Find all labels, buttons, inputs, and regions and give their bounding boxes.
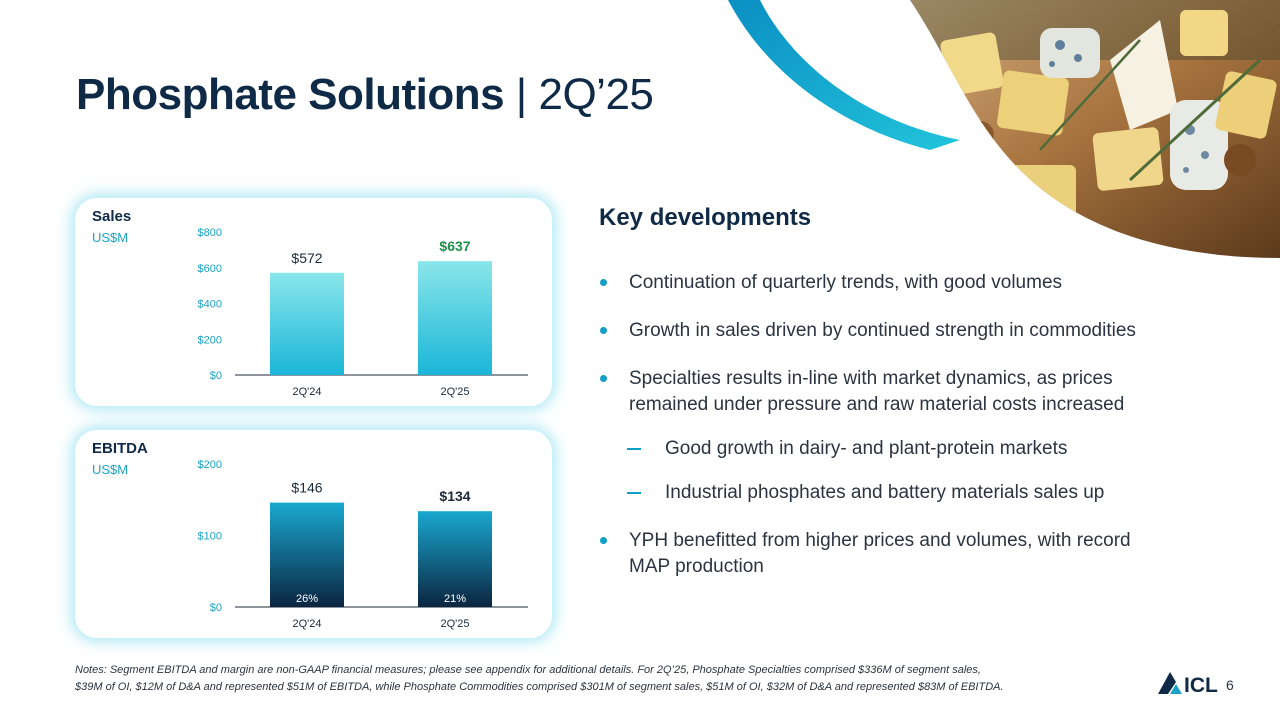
bullet-text-line: MAP production <box>629 556 764 577</box>
key-developments-list: Continuation of quarterly trends, with g… <box>599 270 1239 580</box>
page-title-period: 2Q’25 <box>538 70 654 119</box>
data-label: $146 <box>291 480 322 496</box>
footnotes: Notes: Segment EBITDA and margin are non… <box>75 662 1145 696</box>
dash-icon <box>627 492 641 494</box>
icl-logo-text: ICL <box>1184 674 1218 697</box>
x-tick-label: 2Q'24 <box>292 618 321 630</box>
sales-chart-card: Sales US$M $0 $200 $400 $600 $800 $572 2Q'24 $6… <box>75 198 552 406</box>
key-developments-heading: Key developments <box>599 204 812 231</box>
dash-icon <box>627 448 641 450</box>
bullet-text-line: remained under pressure and raw material… <box>629 394 1125 415</box>
margin-label: 26% <box>296 593 318 605</box>
y-tick-label: $400 <box>198 299 222 311</box>
bar <box>270 272 344 375</box>
sales-bar-chart: $0 $200 $400 $600 $800 $572 2Q'24 $637 2Q'25 <box>198 227 528 398</box>
y-tick-label: $200 <box>198 459 222 471</box>
bar <box>270 502 344 607</box>
data-label: $572 <box>291 250 322 266</box>
bullet-dot-icon <box>600 327 607 334</box>
y-tick-label: $0 <box>210 602 222 614</box>
margin-label: 21% <box>444 593 466 605</box>
sales-card-title: Sales <box>92 208 132 225</box>
bullet-item: YPH benefitted from higher prices and vo… <box>599 528 1239 580</box>
ebitda-card-unit: US$M <box>92 462 129 477</box>
bar <box>418 511 492 607</box>
bullet-text: Continuation of quarterly trends, with g… <box>629 272 1063 293</box>
cheese-board-photo <box>728 0 1280 258</box>
page-title-separator: | <box>504 70 539 119</box>
y-tick-label: $200 <box>198 334 222 346</box>
page-title-bold: Phosphate Solutions <box>76 70 505 119</box>
sub-bullet-text: Industrial phosphates and battery materi… <box>665 482 1105 503</box>
sub-bullet-item: Good growth in dairy- and plant-protein … <box>599 436 1239 462</box>
bullet-item: Growth in sales driven by continued stre… <box>599 318 1239 344</box>
sub-bullet-text: Good growth in dairy- and plant-protein … <box>665 438 1068 459</box>
x-tick-label: 2Q'25 <box>440 386 469 398</box>
page-title: Phosphate Solutions | 2Q’25 <box>76 70 654 120</box>
bullet-text: Growth in sales driven by continued stre… <box>629 320 1136 341</box>
bullet-dot-icon <box>600 537 607 544</box>
footnote-line: Notes: Segment EBITDA and margin are non… <box>75 664 981 676</box>
icl-logo: ICL <box>1158 672 1218 697</box>
bullet-text-line: Specialties results in-line with market … <box>629 368 1113 389</box>
y-tick-label: $0 <box>210 370 222 382</box>
y-tick-label: $100 <box>198 531 222 543</box>
sub-bullet-item: Industrial phosphates and battery materi… <box>599 480 1239 506</box>
y-tick-label: $800 <box>198 227 222 239</box>
sales-card-unit: US$M <box>92 230 129 245</box>
footnote-line: $39M of OI, $12M of D&A and represented … <box>75 681 1004 693</box>
x-tick-label: 2Q'24 <box>292 386 321 398</box>
ebitda-bar-chart: $0 $100 $200 $146 26% 2Q'24 $134 21% 2Q'25 <box>198 459 528 630</box>
data-label: $134 <box>439 488 470 504</box>
bullet-dot-icon <box>600 279 607 286</box>
data-label: $637 <box>439 238 470 254</box>
bullet-item: Continuation of quarterly trends, with g… <box>599 270 1239 296</box>
ebitda-chart-card: EBITDA US$M $0 $100 $200 $146 26% 2Q'24 $134 21… <box>75 430 552 638</box>
bullet-dot-icon <box>600 375 607 382</box>
page-number: 6 <box>1226 677 1234 693</box>
bar <box>418 261 492 375</box>
bullet-text-line: YPH benefitted from higher prices and vo… <box>629 530 1131 551</box>
x-tick-label: 2Q'25 <box>440 618 469 630</box>
y-tick-label: $600 <box>198 263 222 275</box>
ebitda-card-title: EBITDA <box>92 440 148 457</box>
bullet-item: Specialties results in-line with market … <box>599 366 1239 418</box>
